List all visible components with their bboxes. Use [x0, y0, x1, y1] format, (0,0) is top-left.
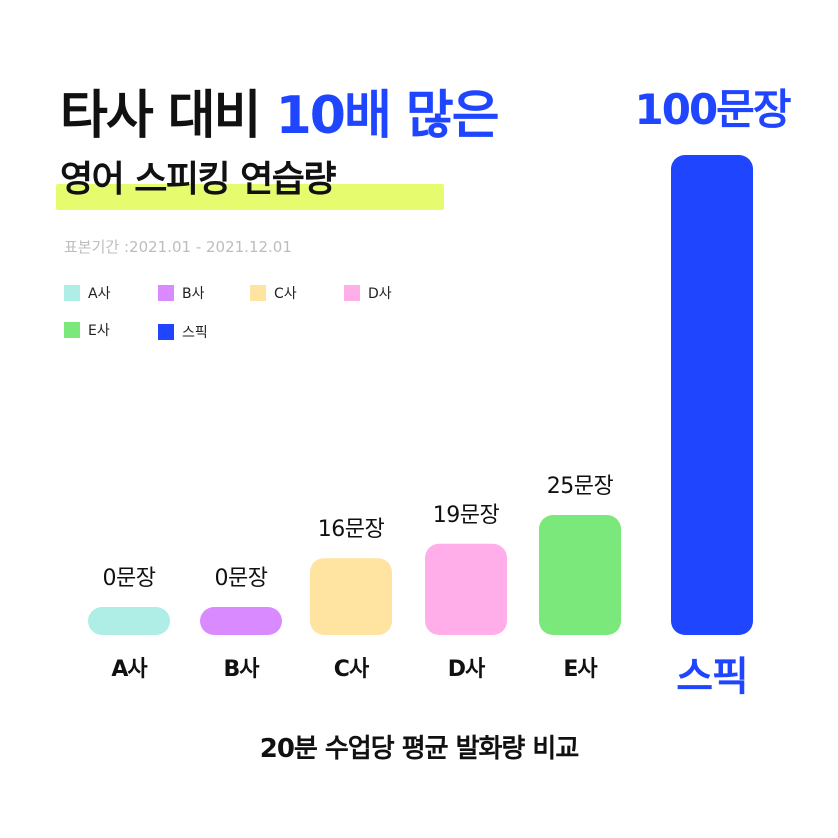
footer-caption: 20분 수업당 평균 발화량 비교: [259, 734, 580, 764]
category-label-1: B사: [223, 657, 260, 682]
legend-item-speak: 스픽: [158, 322, 208, 342]
bar-0: [88, 607, 170, 635]
legend-item-d: D사: [344, 283, 392, 303]
legend-swatch-speak: [158, 324, 174, 340]
bar-1: [200, 607, 282, 635]
title-line2: 영어 스피킹 연습량: [60, 159, 337, 200]
bar-3: [425, 543, 507, 635]
legend-label-c: C사: [274, 286, 297, 302]
category-label-4: E사: [563, 657, 598, 682]
legend-swatch-c: [250, 285, 266, 301]
legend-swatch-e: [64, 322, 80, 338]
category-label-5: 스픽: [676, 654, 748, 700]
value-label-2: 16문장: [318, 517, 385, 542]
title-line2-wrap: 영어 스피킹 연습량: [56, 158, 444, 210]
title-highlight-marker: [56, 184, 444, 210]
sample-period: 표본기간 :2021.01 - 2021.12.01: [64, 238, 292, 256]
category-label-0: A사: [111, 657, 148, 682]
legend-swatch-d: [344, 285, 360, 301]
value-label-4: 25문장: [547, 474, 614, 499]
legend-label-speak: 스픽: [182, 325, 208, 341]
legend-label-b: B사: [182, 286, 205, 302]
legend-label-e: E사: [88, 323, 110, 339]
title-accent: 10배 많은: [275, 86, 500, 146]
bar-5: [671, 155, 753, 635]
value-label-0: 0문장: [103, 566, 156, 591]
legend-swatch-b: [158, 285, 174, 301]
legend-item-b: B사: [158, 283, 205, 303]
value-label-3: 19문장: [433, 503, 500, 528]
legend-label-d: D사: [368, 286, 392, 302]
legend-label-a: A사: [88, 286, 111, 302]
title-line1: 타사 대비 10배 많은: [60, 84, 500, 148]
value-label-1: 0문장: [215, 566, 268, 591]
legend-item-c: C사: [250, 283, 297, 303]
value-label-5: 100문장: [635, 85, 791, 134]
bar-2: [310, 558, 392, 635]
bar-4: [539, 515, 621, 635]
category-label-2: C사: [334, 657, 370, 682]
legend-swatch-a: [64, 285, 80, 301]
title-prefix: 타사 대비: [60, 86, 261, 146]
category-label-3: D사: [448, 657, 486, 682]
legend-item-a: A사: [64, 283, 110, 303]
legend-item-e: E사: [64, 320, 110, 340]
